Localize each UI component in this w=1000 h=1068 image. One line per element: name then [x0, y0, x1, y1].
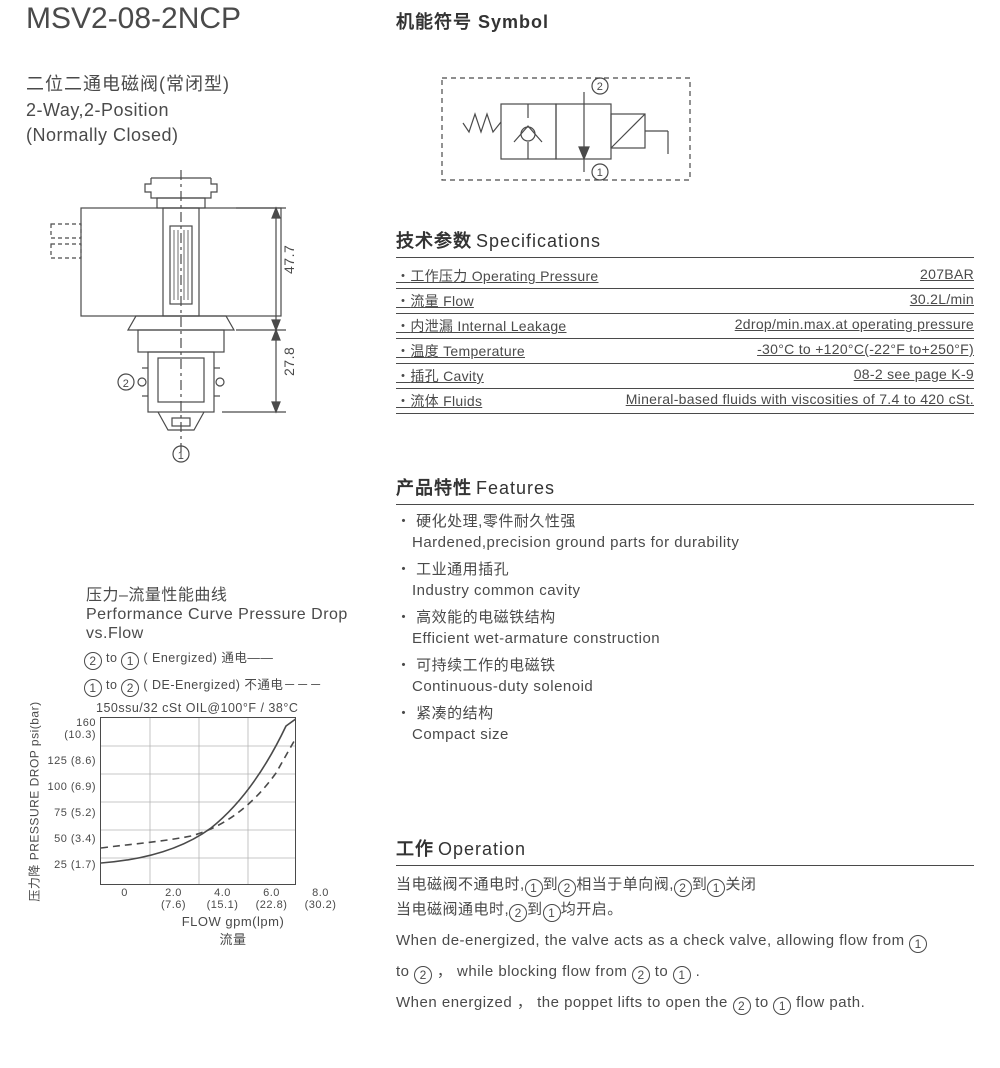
- op-cn-1: 当电磁阀不通电时,1到2相当于单向阀,2到1关闭: [396, 874, 974, 897]
- spec-heading: 技术参数Specifications: [396, 227, 974, 253]
- spec-row: 插孔 Cavity08-2 see page K-9: [396, 364, 974, 389]
- op-en-2: to 2 ， while blocking flow from 2 to 1 .: [396, 961, 974, 984]
- perf-title-en: Performance Curve Pressure Drop vs.Flow: [86, 605, 366, 643]
- feature-item: 可持续工作的电磁铁Continuous-duty solenoid: [396, 655, 974, 697]
- feature-item: 紧凑的结构Compact size: [396, 703, 974, 745]
- perf-chart: 压力降 PRESSURE DROP psi(bar) 160 (10.3)125…: [26, 717, 366, 885]
- op-en-3: When energized ， the poppet lifts to ope…: [396, 992, 974, 1015]
- schematic-symbol: 2 1: [436, 64, 696, 194]
- spec-table: 工作压力 Operating Pressure207BAR流量 Flow30.2…: [396, 264, 974, 414]
- svg-text:2: 2: [123, 378, 130, 390]
- subtitle-en-1: 2-Way,2-Position: [26, 100, 366, 121]
- svg-text:1: 1: [178, 450, 185, 462]
- op-heading: 工作Operation: [396, 835, 974, 861]
- subtitle-en-2: (Normally Closed): [26, 125, 366, 146]
- spec-row: 工作压力 Operating Pressure207BAR: [396, 264, 974, 289]
- perf-oil: 150ssu/32 cSt OIL@100°F / 38°C: [96, 701, 366, 715]
- feature-item: 工业通用插孔Industry common cavity: [396, 559, 974, 601]
- op-en-1: When de-energized, the valve acts as a c…: [396, 930, 974, 953]
- performance-curve-block: 压力–流量性能曲线 Performance Curve Pressure Dro…: [26, 581, 366, 948]
- perf-title-cn: 压力–流量性能曲线: [86, 581, 366, 605]
- technical-drawing: 47.7 27.8 2 1: [26, 166, 366, 481]
- subtitle-cn: 二位二通电磁阀(常闭型): [26, 70, 366, 96]
- symbol-title: 机能符号 Symbol: [396, 8, 974, 34]
- perf-legend-1: 2 to 1 ( Energized) 通电——: [84, 647, 366, 670]
- model-number: MSV2-08-2NCP: [26, 2, 366, 36]
- op-cn-2: 当电磁阀通电时,2到1均开启。: [396, 899, 974, 922]
- svg-text:2: 2: [597, 81, 604, 93]
- perf-legend-2: 1 to 2 ( DE-Energized) 不通电－－－: [84, 674, 366, 697]
- spec-row: 内泄漏 Internal Leakage2drop/min.max.at ope…: [396, 314, 974, 339]
- svg-text:47.7: 47.7: [281, 245, 297, 274]
- svg-text:27.8: 27.8: [281, 347, 297, 376]
- feature-list: 硬化处理,零件耐久性强Hardened,precision ground par…: [396, 511, 974, 745]
- spec-row: 流体 FluidsMineral-based fluids with visco…: [396, 389, 974, 414]
- feature-item: 硬化处理,零件耐久性强Hardened,precision ground par…: [396, 511, 974, 553]
- feature-item: 高效能的电磁铁结构Efficient wet-armature construc…: [396, 607, 974, 649]
- feat-heading: 产品特性Features: [396, 474, 974, 500]
- svg-text:1: 1: [597, 167, 604, 179]
- spec-row: 温度 Temperature-30°C to +120°C(-22°F to+2…: [396, 339, 974, 364]
- spec-row: 流量 Flow30.2L/min: [396, 289, 974, 314]
